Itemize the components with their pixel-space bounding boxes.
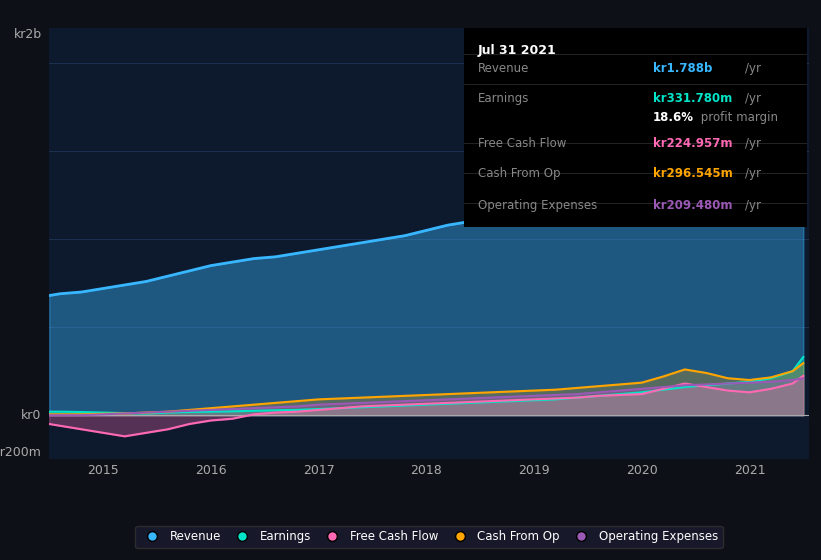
Text: Cash From Op: Cash From Op: [478, 167, 560, 180]
Text: /yr: /yr: [745, 137, 761, 150]
Text: Free Cash Flow: Free Cash Flow: [478, 137, 566, 150]
Text: Jul 31 2021: Jul 31 2021: [478, 44, 557, 57]
Text: /yr: /yr: [745, 199, 761, 212]
Text: kr331.780m: kr331.780m: [653, 92, 732, 105]
Text: kr0: kr0: [21, 409, 42, 422]
Text: Operating Expenses: Operating Expenses: [478, 199, 597, 212]
Text: kr224.957m: kr224.957m: [653, 137, 732, 150]
Text: /yr: /yr: [745, 62, 761, 75]
Text: Revenue: Revenue: [478, 62, 529, 75]
Text: /yr: /yr: [745, 92, 761, 105]
Legend: Revenue, Earnings, Free Cash Flow, Cash From Op, Operating Expenses: Revenue, Earnings, Free Cash Flow, Cash …: [135, 526, 722, 548]
Text: kr209.480m: kr209.480m: [653, 199, 732, 212]
Text: 18.6%: 18.6%: [653, 111, 694, 124]
Text: /yr: /yr: [745, 167, 761, 180]
Text: kr296.545m: kr296.545m: [653, 167, 732, 180]
Text: Earnings: Earnings: [478, 92, 529, 105]
Text: kr2b: kr2b: [13, 28, 42, 41]
Text: -kr200m: -kr200m: [0, 446, 42, 459]
Text: kr1.788b: kr1.788b: [653, 62, 712, 75]
Text: profit margin: profit margin: [697, 111, 778, 124]
